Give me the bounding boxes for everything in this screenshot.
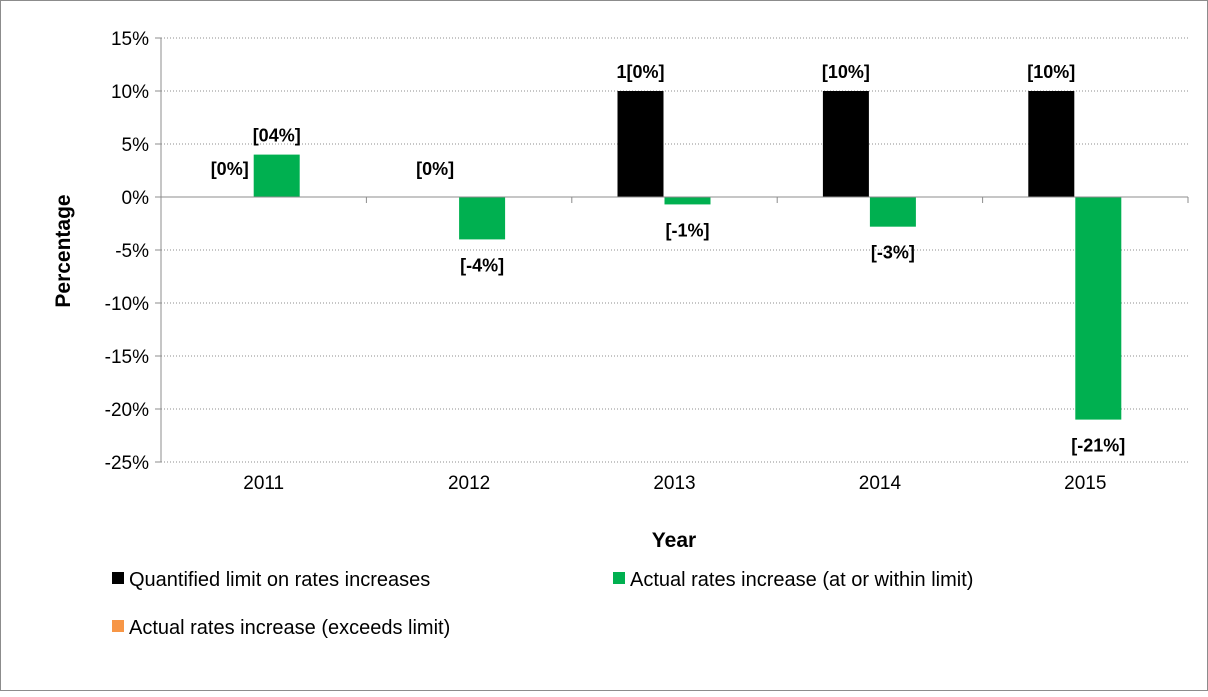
y-axis-title: Percentage	[52, 194, 75, 307]
data-label: [10%]	[822, 62, 870, 82]
y-tick-label: 5%	[122, 135, 150, 156]
data-label: [0%]	[416, 159, 454, 179]
y-tick-label: -25%	[105, 453, 149, 474]
data-labels: [0%] [0%] 1[0%] [10%] [10%] [04%] [-4%] [-1%] [-…	[211, 62, 1126, 456]
data-label: 1[0%]	[616, 62, 664, 82]
x-tick-label: 2012	[448, 473, 490, 494]
data-label: [-3%]	[871, 243, 915, 263]
x-axis-title: Year	[652, 529, 696, 552]
y-tick-labels: 15% 10% 5% 0% -5% -10% -15% -20% -25%	[105, 29, 149, 474]
bar-0-2014	[822, 91, 869, 197]
data-label: [10%]	[1027, 62, 1075, 82]
gridlines	[161, 37, 1188, 463]
y-tick-label: 0%	[122, 188, 150, 209]
x-tick-label: 2011	[243, 473, 284, 494]
data-label: [04%]	[253, 126, 301, 146]
bar-1-2012	[459, 197, 506, 240]
legend: Quantified limit on rates increases Actua…	[112, 569, 973, 639]
bar-1-2015	[1075, 197, 1122, 420]
legend-swatch	[112, 572, 124, 584]
data-label: [-1%]	[666, 220, 710, 240]
legend-label: Actual rates increase (exceeds limit)	[129, 617, 450, 639]
bar-1-2011	[253, 154, 300, 197]
bar-0-2013	[617, 91, 664, 197]
x-tick-labels: 2011 2012 2013 2014 2015	[243, 473, 1106, 494]
y-tick-label: -5%	[115, 241, 149, 262]
x-tick-label: 2014	[859, 473, 902, 494]
data-label: [-4%]	[460, 255, 504, 275]
y-tick-label: 15%	[111, 29, 149, 50]
x-tick-label: 2013	[653, 473, 695, 494]
axes	[155, 37, 1189, 463]
y-tick-label: -10%	[105, 294, 149, 315]
legend-label: Actual rates increase (at or within limi…	[630, 569, 973, 591]
bar-0-2015	[1028, 91, 1075, 197]
legend-swatch	[112, 620, 124, 632]
bar-1-2014	[869, 197, 916, 227]
data-label: [-21%]	[1071, 436, 1125, 456]
bar-1-2013	[664, 197, 711, 205]
legend-swatch	[613, 572, 625, 584]
legend-label: Quantified limit on rates increases	[129, 569, 430, 591]
y-tick-label: -15%	[105, 347, 149, 368]
bars	[253, 91, 1122, 420]
data-label: [0%]	[211, 159, 249, 179]
y-tick-label: -20%	[105, 400, 149, 421]
y-tick-label: 10%	[111, 82, 149, 103]
x-tick-label: 2015	[1064, 473, 1106, 494]
